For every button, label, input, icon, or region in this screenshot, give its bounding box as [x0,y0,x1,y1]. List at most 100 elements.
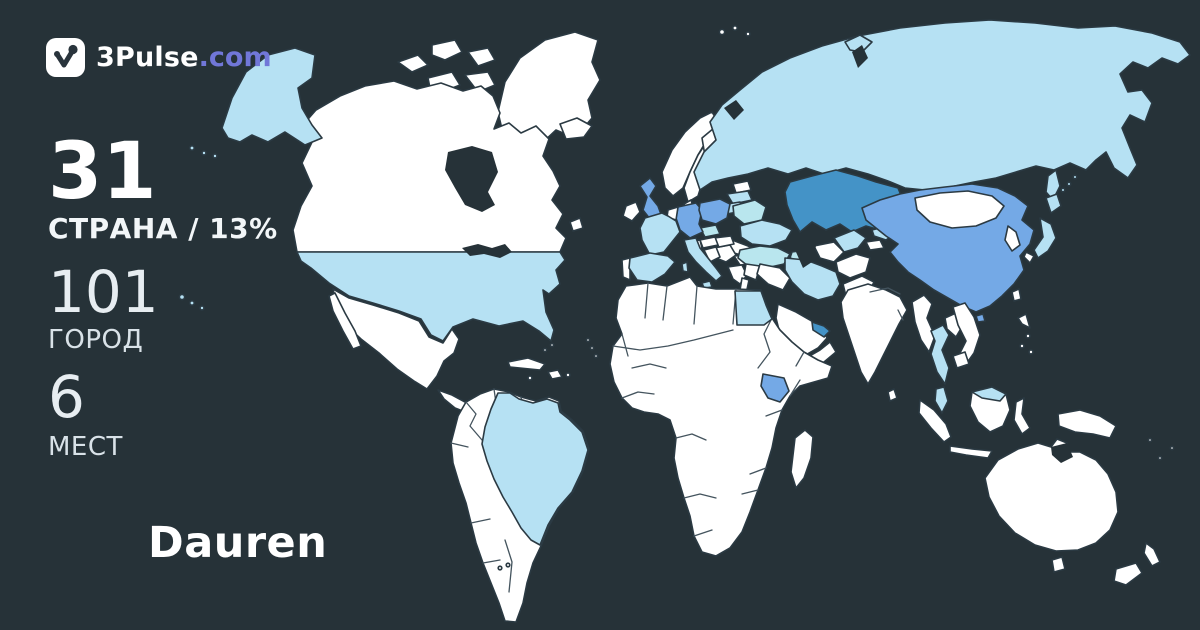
countries-label: СТРАНА / 13% [48,212,278,245]
country-united-states [189,299,196,306]
country-russia [1066,181,1072,187]
places-count: 6 [48,363,85,431]
country-new-zealand [1143,542,1161,567]
country-russia [1060,187,1066,193]
country-malaysia [971,386,1007,402]
ob-gulf-water [852,45,868,68]
country-russia [1072,174,1078,180]
country-uae [811,321,831,338]
country-portugal [621,257,631,281]
country-syria [743,263,761,281]
great-lakes-water [462,244,512,258]
country-germany [675,202,704,239]
country-indonesia [949,445,993,459]
country-canada [467,47,496,67]
caribbean-island [589,345,595,351]
country-italy [681,261,689,273]
country-turkmenistan [813,241,845,263]
svalbard-islands [745,31,751,37]
country-india [840,283,908,385]
caribbean-island [593,353,599,359]
country-brazil [481,392,589,546]
country-turkey [737,245,791,269]
country-malaysia [934,386,949,414]
country-new-zealand [1113,562,1143,586]
country-borders [869,287,904,321]
country-united-states [178,293,186,301]
countries-count: 31 [48,127,157,217]
username: Dauren [148,518,328,568]
country-cuba [507,357,546,371]
country-kenya [760,373,790,403]
country-mexico [328,292,362,350]
country-united-states [199,305,205,311]
country-philippines [1017,313,1031,329]
country-ukraine [739,219,793,247]
country-thailand [930,324,950,385]
country-canada [464,71,496,93]
country-indonesia [1013,397,1031,435]
country-taiwan [1011,288,1022,302]
caribbean-island [527,375,533,381]
country-tajikistan [865,239,885,251]
pulse-check-icon [46,38,85,77]
country-korea [1023,251,1035,264]
country-united-states [189,145,196,152]
country-canada [397,54,429,73]
country-russia [844,34,873,53]
caspian-sea-water [796,232,816,268]
country-philippines [1025,333,1031,339]
country-australia [1051,556,1066,573]
country-united-states [296,251,566,342]
country-united-states [201,150,207,156]
country-austria [699,236,719,249]
svalbard-islands [731,24,738,31]
country-spain [628,252,676,283]
country-iraq [756,263,791,291]
country-afghanistan [835,253,871,279]
country-japan [1033,217,1057,259]
country-philippines [1028,349,1034,355]
country-united-states [212,153,218,159]
country-united-states [221,47,323,146]
country-canada [431,39,463,61]
country-korea [1004,225,1021,252]
brand-name: 3Pulse [96,42,199,73]
country-estonia [732,180,752,194]
country-france [639,212,681,256]
country-indonesia [918,399,952,443]
cities-count: 101 [48,258,159,326]
pacific-island [1147,437,1153,443]
falkland-islands [505,562,511,568]
gulf-carpentaria-water [1051,443,1073,463]
country-russia [693,19,1191,191]
country-iran [784,257,841,301]
country-ireland [622,201,641,222]
caribbean-island [549,342,555,348]
country-poland [698,198,731,225]
country-madagascar [790,429,814,489]
country-philippines [1019,343,1025,349]
new-guinea [1057,409,1117,439]
caribbean-island [565,372,571,378]
brand-tld: .com [198,42,272,73]
pacific-island [1169,445,1175,451]
caribbean-island [542,347,548,353]
country-cambodia [952,351,970,369]
country-canada [569,217,584,232]
country-czechia [699,224,721,238]
country-iceland [559,117,593,140]
white-sea-water [724,100,744,120]
country-mongolia [914,190,1005,229]
country-sri-lanka [887,388,898,402]
country-mexico [332,288,460,390]
brand-logo[interactable]: 3Pulse.com [46,38,272,77]
falkland-islands [497,565,503,571]
caribbean-island [585,337,591,343]
pacific-island [1157,455,1163,461]
country-china [975,313,986,323]
country-australia [984,438,1119,552]
country-egypt [734,290,773,326]
country-japan [1045,193,1062,214]
